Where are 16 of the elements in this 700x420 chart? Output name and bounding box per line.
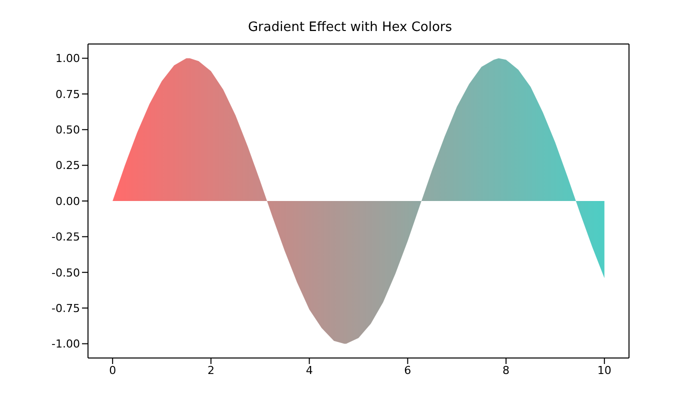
x-tick-label: 2 — [207, 364, 214, 377]
y-tick-label: -1.00 — [52, 338, 80, 351]
x-tick-label: 8 — [502, 364, 510, 377]
chart-title: Gradient Effect with Hex Colors — [246, 20, 454, 37]
y-tick-label: 0.25 — [56, 159, 80, 172]
y-tick-label: 0.00 — [56, 194, 80, 208]
y-tick-label: 0.50 — [56, 124, 80, 137]
y-tick-label: 0.75 — [56, 88, 80, 101]
x-tick-label: 0 — [109, 364, 116, 377]
x-tick-label: 4 — [306, 364, 313, 377]
x-tick-label: 6 — [404, 364, 412, 377]
y-tick-label: 1.00 — [56, 52, 80, 66]
y-tick-label: -0.25 — [52, 230, 80, 244]
x-tick-label: 10 — [597, 364, 612, 377]
y-tick-label: -0.75 — [52, 302, 80, 315]
y-tick-label: -0.50 — [52, 266, 80, 280]
